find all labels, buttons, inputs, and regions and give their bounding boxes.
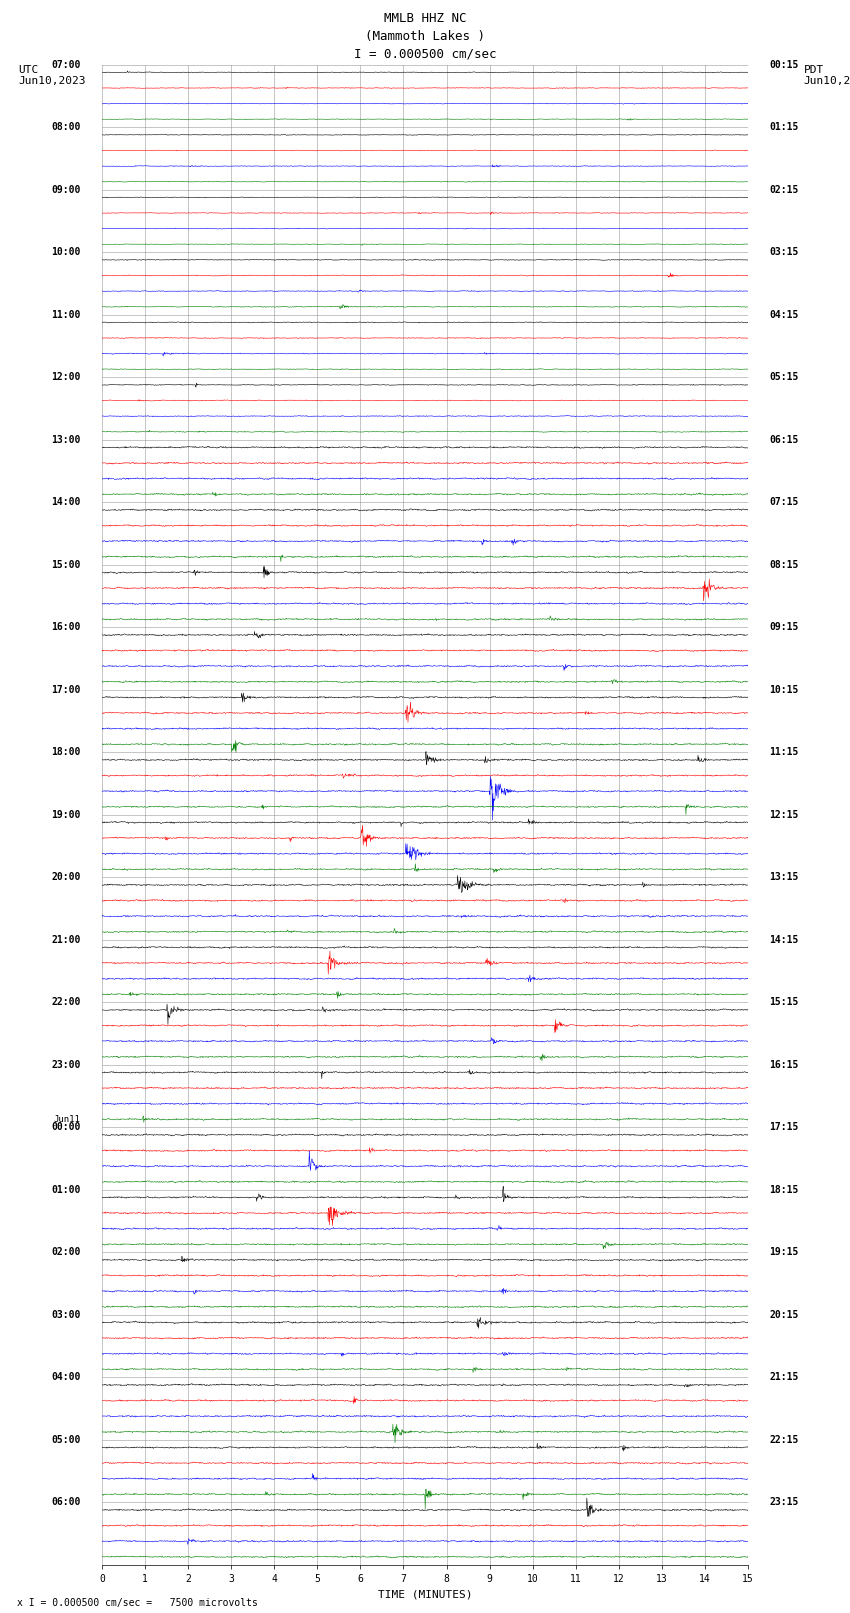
- Text: 08:00: 08:00: [51, 123, 81, 132]
- Text: 18:00: 18:00: [51, 747, 81, 756]
- Text: 09:00: 09:00: [51, 184, 81, 195]
- Text: 22:15: 22:15: [769, 1434, 799, 1445]
- Text: 17:15: 17:15: [769, 1123, 799, 1132]
- Text: 07:15: 07:15: [769, 497, 799, 506]
- Text: 10:15: 10:15: [769, 684, 799, 695]
- Text: 16:15: 16:15: [769, 1060, 799, 1069]
- Text: 05:00: 05:00: [51, 1434, 81, 1445]
- Text: 03:15: 03:15: [769, 247, 799, 256]
- Title: MMLB HHZ NC
(Mammoth Lakes )
I = 0.000500 cm/sec: MMLB HHZ NC (Mammoth Lakes ) I = 0.00050…: [354, 11, 496, 61]
- Text: 13:15: 13:15: [769, 873, 799, 882]
- Text: 09:15: 09:15: [769, 623, 799, 632]
- Text: 03:00: 03:00: [51, 1310, 81, 1319]
- Text: 02:00: 02:00: [51, 1247, 81, 1257]
- Text: 23:00: 23:00: [51, 1060, 81, 1069]
- Text: 20:15: 20:15: [769, 1310, 799, 1319]
- Text: 18:15: 18:15: [769, 1184, 799, 1195]
- Text: 13:00: 13:00: [51, 434, 81, 445]
- Text: 15:15: 15:15: [769, 997, 799, 1007]
- Text: 01:00: 01:00: [51, 1184, 81, 1195]
- Text: x I = 0.000500 cm/sec =   7500 microvolts: x I = 0.000500 cm/sec = 7500 microvolts: [17, 1598, 258, 1608]
- Text: 01:15: 01:15: [769, 123, 799, 132]
- Text: 04:00: 04:00: [51, 1373, 81, 1382]
- Text: 06:00: 06:00: [51, 1497, 81, 1507]
- Text: 20:00: 20:00: [51, 873, 81, 882]
- Text: 00:15: 00:15: [769, 60, 799, 69]
- Text: 05:15: 05:15: [769, 373, 799, 382]
- Text: 14:00: 14:00: [51, 497, 81, 506]
- Text: 12:00: 12:00: [51, 373, 81, 382]
- Text: 19:15: 19:15: [769, 1247, 799, 1257]
- Text: 11:15: 11:15: [769, 747, 799, 756]
- Text: 04:15: 04:15: [769, 310, 799, 319]
- X-axis label: TIME (MINUTES): TIME (MINUTES): [377, 1589, 473, 1598]
- Text: 10:00: 10:00: [51, 247, 81, 256]
- Text: UTC
Jun10,2023: UTC Jun10,2023: [19, 65, 86, 85]
- Text: 21:15: 21:15: [769, 1373, 799, 1382]
- Text: 21:00: 21:00: [51, 934, 81, 945]
- Text: 17:00: 17:00: [51, 684, 81, 695]
- Text: 19:00: 19:00: [51, 810, 81, 819]
- Text: 07:00: 07:00: [51, 60, 81, 69]
- Text: Jun11: Jun11: [54, 1115, 81, 1124]
- Text: 22:00: 22:00: [51, 997, 81, 1007]
- Text: 23:15: 23:15: [769, 1497, 799, 1507]
- Text: 16:00: 16:00: [51, 623, 81, 632]
- Text: 15:00: 15:00: [51, 560, 81, 569]
- Text: 08:15: 08:15: [769, 560, 799, 569]
- Text: 00:00: 00:00: [51, 1123, 81, 1132]
- Text: 11:00: 11:00: [51, 310, 81, 319]
- Text: 02:15: 02:15: [769, 184, 799, 195]
- Text: PDT
Jun10,2023: PDT Jun10,2023: [803, 65, 850, 85]
- Text: 06:15: 06:15: [769, 434, 799, 445]
- Text: 12:15: 12:15: [769, 810, 799, 819]
- Text: 14:15: 14:15: [769, 934, 799, 945]
